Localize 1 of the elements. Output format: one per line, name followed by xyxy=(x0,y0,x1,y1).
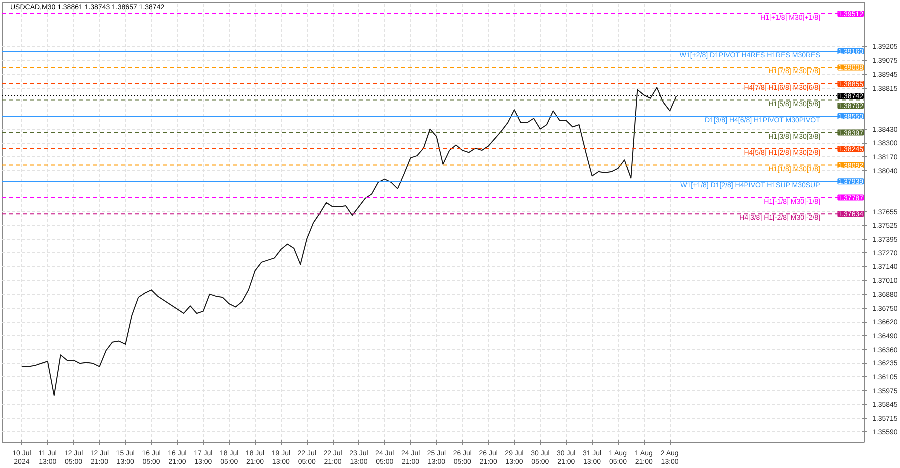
line-series xyxy=(21,87,678,396)
